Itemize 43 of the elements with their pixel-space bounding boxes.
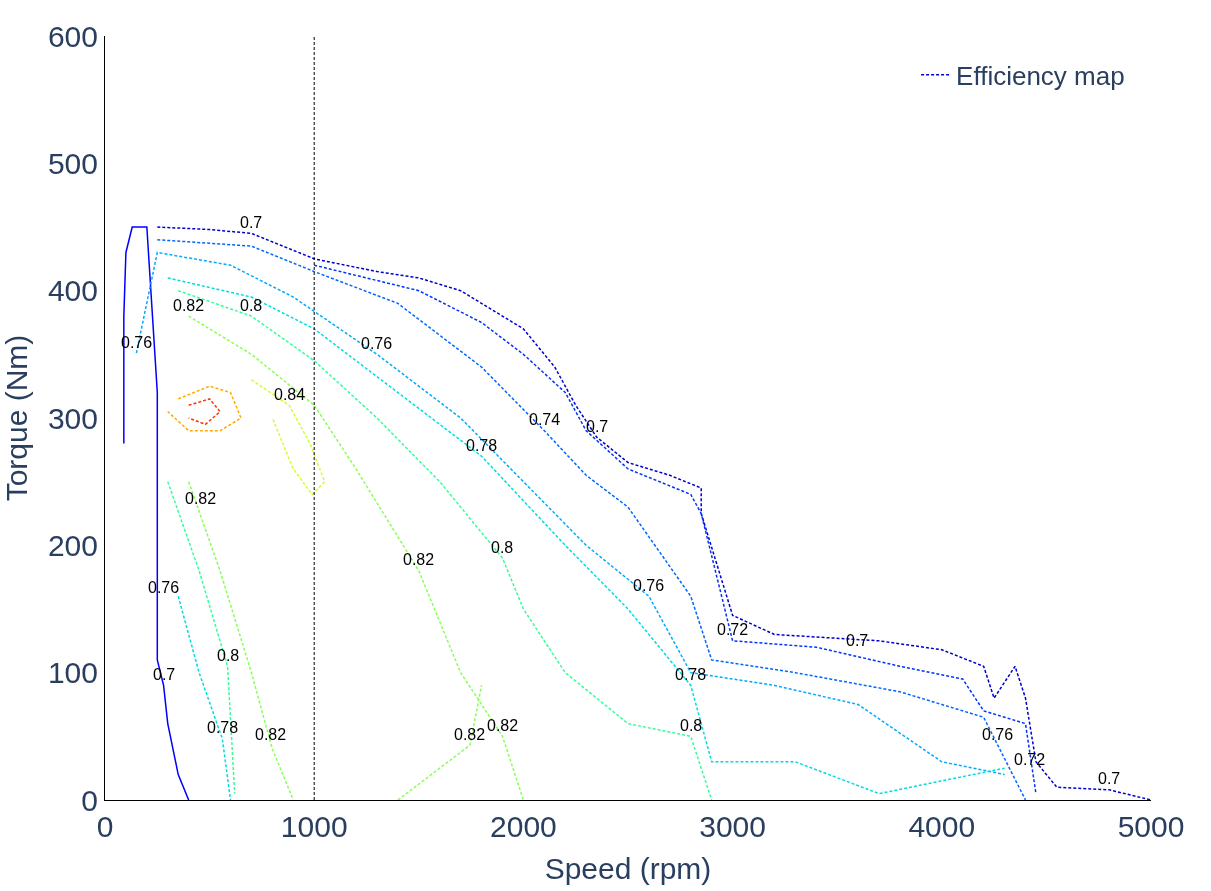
y-tick-label: 400 bbox=[47, 274, 98, 308]
line-series bbox=[250, 379, 326, 496]
annotation: 0.78 bbox=[466, 437, 498, 454]
y-tick-label: 300 bbox=[47, 401, 98, 435]
annotation: 0.72 bbox=[717, 621, 749, 638]
line-series bbox=[167, 385, 242, 432]
x-tick-label: 1000 bbox=[280, 810, 348, 843]
annotation: 0.82 bbox=[454, 726, 486, 743]
annotation: 0.8 bbox=[680, 717, 703, 734]
x-tick-label: 2000 bbox=[490, 810, 557, 843]
annotation: 0.7 bbox=[586, 418, 609, 435]
y-tick-label: 100 bbox=[47, 656, 98, 690]
annotation: 0.82 bbox=[173, 297, 205, 314]
y-tick-label: 500 bbox=[47, 146, 98, 180]
line-series bbox=[187, 315, 525, 800]
x-tick-label: 5000 bbox=[1117, 810, 1185, 843]
annotation: 0.82 bbox=[255, 726, 287, 743]
annotation: 0.84 bbox=[274, 386, 306, 403]
annotation: 0.76 bbox=[982, 726, 1014, 743]
line-series bbox=[187, 480, 295, 800]
x-tick-label: 3000 bbox=[699, 810, 766, 843]
annotation: 0.82 bbox=[185, 490, 217, 507]
y-axis-title: Torque (Nm) bbox=[0, 334, 33, 502]
y-tick-label: 600 bbox=[47, 19, 98, 53]
annotation: 0.8 bbox=[491, 539, 514, 556]
annotation: 0.8 bbox=[240, 297, 263, 314]
annotation: 0.78 bbox=[675, 666, 707, 683]
annotation: 0.76 bbox=[361, 335, 393, 352]
annotation: 0.74 bbox=[529, 411, 561, 428]
x-axis-title: Speed (rpm) bbox=[544, 851, 712, 885]
annotation: 0.7 bbox=[1098, 770, 1121, 787]
y-tick-label: 0 bbox=[81, 783, 98, 817]
annotation: 0.82 bbox=[403, 551, 435, 568]
annotation: 0.7 bbox=[240, 214, 263, 231]
legend-label: Efficiency map bbox=[956, 60, 1125, 91]
x-tick-label: 4000 bbox=[908, 810, 976, 843]
line-series bbox=[187, 398, 221, 426]
annotation: 0.8 bbox=[217, 647, 240, 664]
annotation: 0.82 bbox=[487, 717, 519, 734]
annotation: 0.76 bbox=[633, 577, 665, 594]
annotation: 0.7 bbox=[846, 632, 869, 649]
annotation: 0.72 bbox=[1014, 751, 1046, 768]
y-tick-label: 200 bbox=[47, 528, 98, 562]
